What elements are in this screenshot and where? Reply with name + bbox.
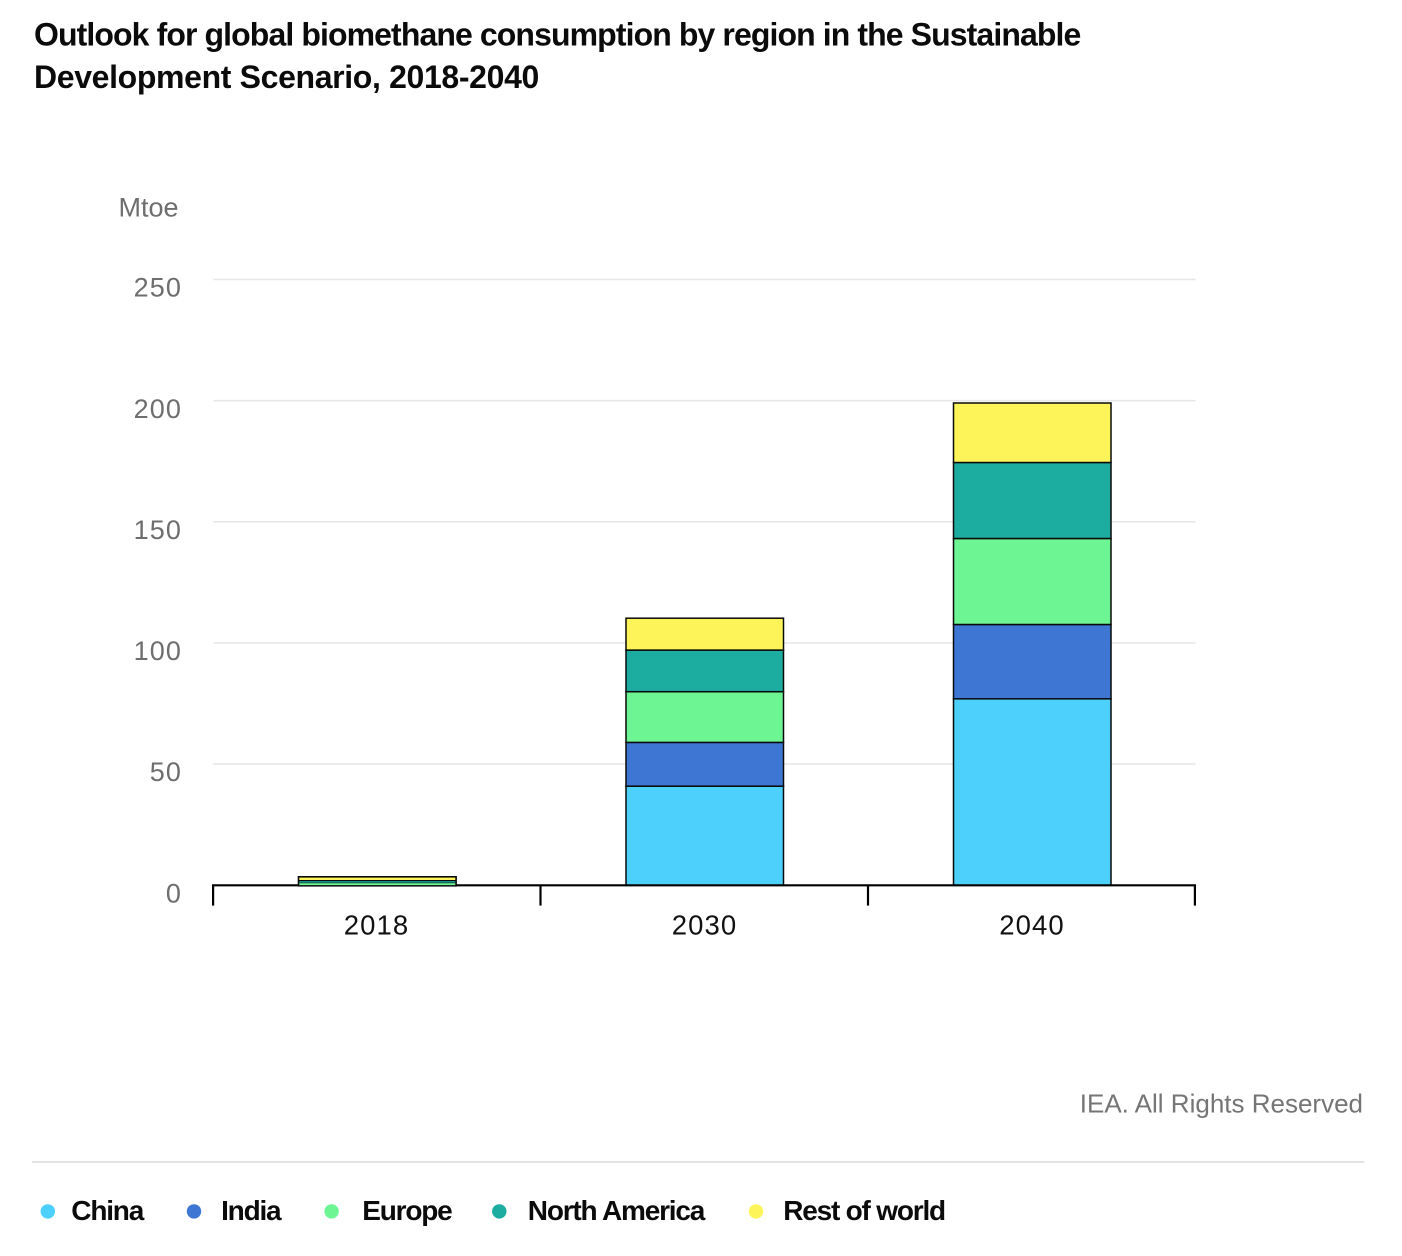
svg-text:150: 150 bbox=[134, 515, 182, 545]
svg-text:200: 200 bbox=[134, 394, 182, 424]
svg-text:250: 250 bbox=[134, 273, 182, 303]
svg-text:0: 0 bbox=[166, 878, 182, 908]
svg-text:2030: 2030 bbox=[672, 910, 738, 941]
svg-text:Development Scenario, 2018-204: Development Scenario, 2018-2040 bbox=[34, 59, 539, 95]
svg-text:North America: North America bbox=[528, 1195, 706, 1226]
svg-text:China: China bbox=[71, 1195, 144, 1226]
svg-text:Rest of world: Rest of world bbox=[783, 1195, 945, 1226]
svg-text:2018: 2018 bbox=[344, 910, 410, 941]
svg-text:100: 100 bbox=[134, 636, 182, 666]
svg-text:50: 50 bbox=[150, 757, 182, 787]
svg-text:2040: 2040 bbox=[999, 910, 1065, 941]
svg-text:Outlook for global biomethane: Outlook for global biomethane consumptio… bbox=[34, 17, 1080, 53]
svg-text:India: India bbox=[221, 1195, 282, 1226]
svg-text:IEA. All Rights Reserved: IEA. All Rights Reserved bbox=[1080, 1089, 1363, 1119]
svg-text:Europe: Europe bbox=[362, 1195, 452, 1226]
svg-text:Mtoe: Mtoe bbox=[118, 193, 178, 223]
